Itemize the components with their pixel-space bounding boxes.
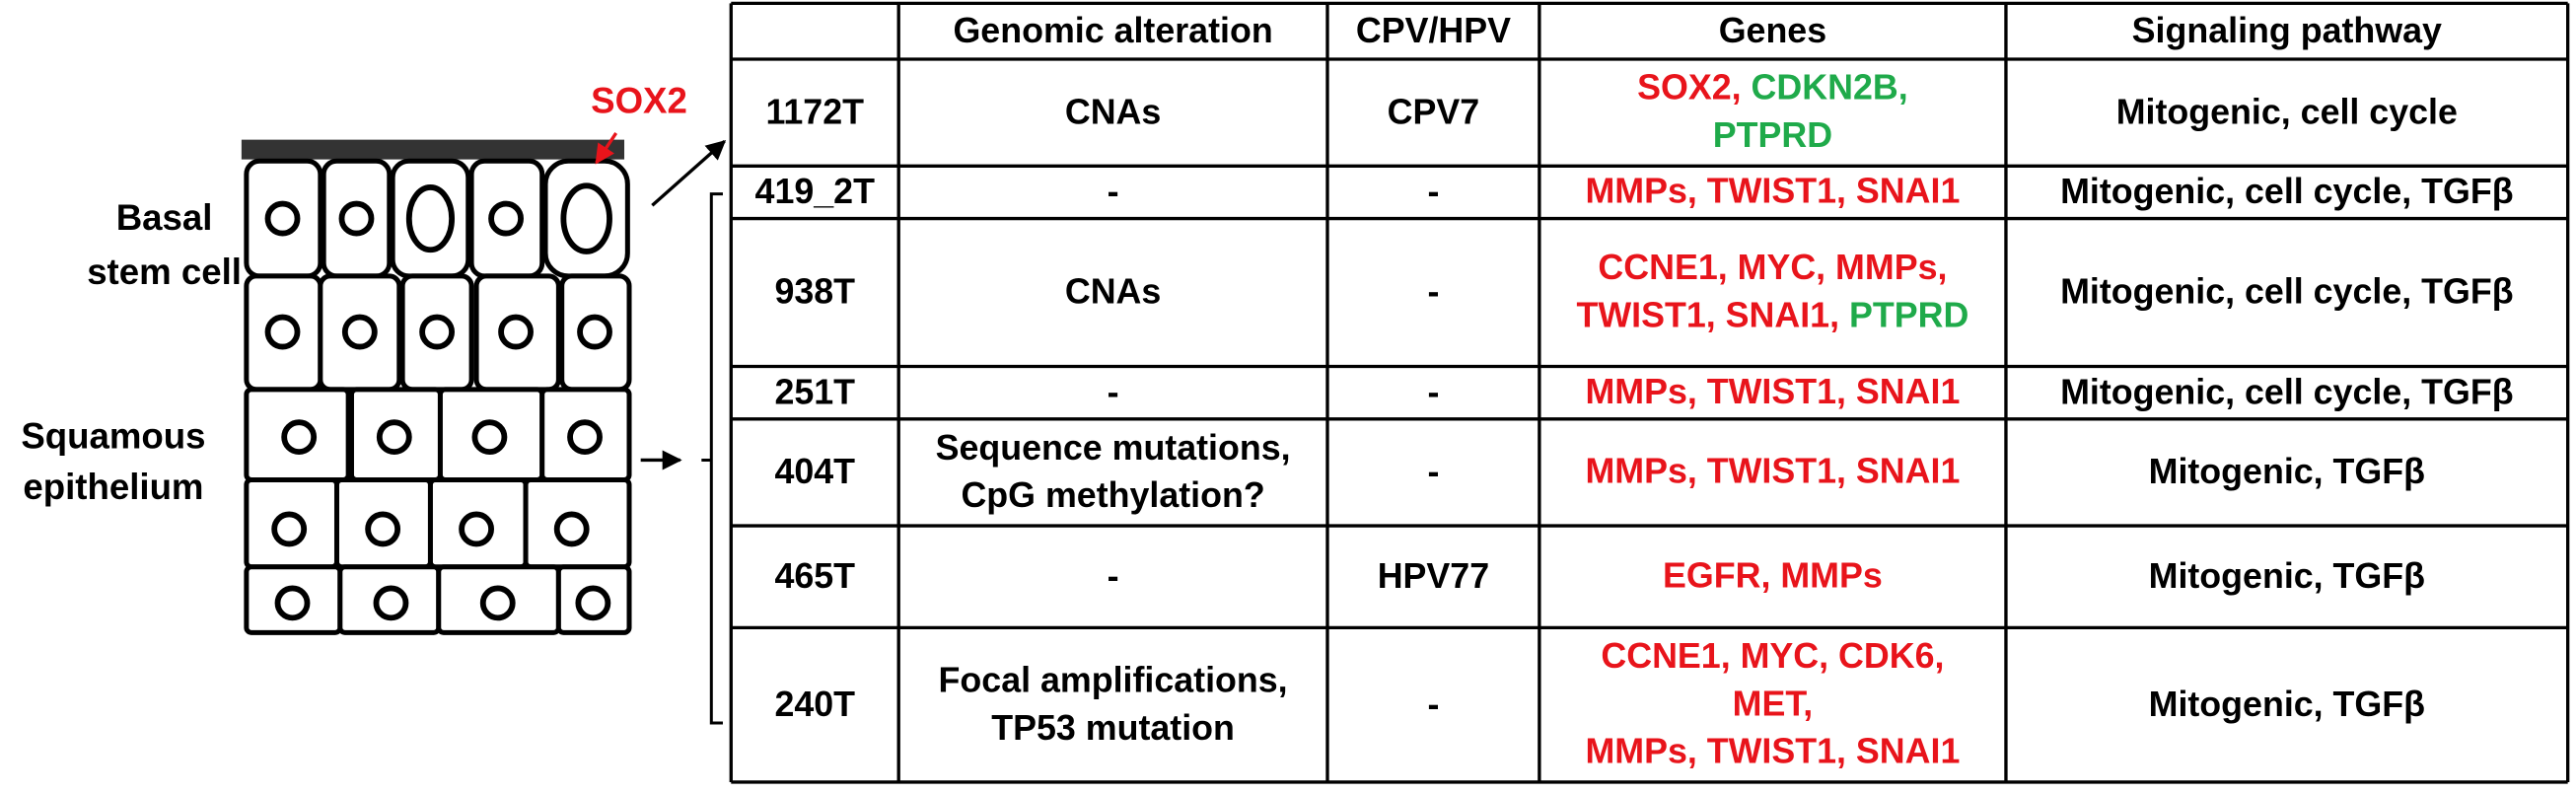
genes-line: EGFR, MMPs <box>1663 556 1883 596</box>
virus-cell: - <box>1427 685 1439 724</box>
nucleus <box>281 419 318 456</box>
epithelium-drawing <box>241 132 727 725</box>
alteration-line: Sequence mutations, <box>936 428 1291 468</box>
gene-name: SOX2, <box>1637 68 1741 108</box>
alteration-cell: CNAs <box>1065 272 1161 312</box>
tissue-label: Squamous <box>21 415 205 456</box>
genes-line: MMPs, TWIST1, SNAI1 <box>1585 452 1960 491</box>
sample-id-cell: 465T <box>774 556 855 596</box>
column-header: CPV/HPV <box>1356 11 1511 50</box>
genes-line: MMPs, TWIST1, SNAI1 <box>1585 172 1960 211</box>
cell-label: stem cell <box>87 252 242 292</box>
nucleus <box>498 314 534 350</box>
tissue-label: epithelium <box>23 467 203 507</box>
alteration-line: CpG methylation? <box>961 475 1264 515</box>
cell-row <box>244 273 632 393</box>
alteration-line: Focal amplifications, <box>939 661 1288 700</box>
pathway-cell: Mitogenic, cell cycle <box>2116 92 2458 131</box>
virus-cell: - <box>1427 272 1439 312</box>
basement-bar <box>241 139 625 160</box>
gene-name: TWIST1, SNAI1, <box>1577 296 1840 335</box>
sample-id-cell: 419_2T <box>755 172 876 211</box>
cell-row <box>244 158 630 279</box>
gene-name: CDKN2B, <box>1742 68 1908 108</box>
alteration-cell: - <box>1108 372 1119 411</box>
nucleus <box>271 511 308 547</box>
nucleus <box>365 511 401 547</box>
nucleus <box>373 585 409 621</box>
nucleus <box>459 511 494 547</box>
nucleus <box>567 419 603 456</box>
nucleus <box>405 184 456 253</box>
virus-cell: - <box>1427 452 1439 491</box>
gene-name: MET, <box>1733 685 1814 724</box>
nucleus <box>553 511 590 547</box>
nucleus <box>376 419 412 456</box>
virus-cell: - <box>1427 172 1439 211</box>
nucleus <box>419 314 456 350</box>
gene-name: MMPs, TWIST1, SNAI1 <box>1585 372 1960 411</box>
bracket <box>701 192 723 725</box>
gene-name: MMPs, TWIST1, SNAI1 <box>1585 732 1960 771</box>
sample-id-cell: 1172T <box>765 92 864 131</box>
nucleus <box>577 314 612 350</box>
nucleus <box>264 200 301 237</box>
cell-label: Basal <box>116 197 213 238</box>
genes-line: TWIST1, SNAI1, PTPRD <box>1577 296 1969 335</box>
alteration-line: TP53 mutation <box>991 708 1235 748</box>
sample-id-cell: 251T <box>774 372 855 411</box>
nucleus <box>471 419 508 456</box>
table: Genomic alteration CPV/HPV Genes Signaling … <box>729 1 2570 784</box>
gene-name: PTPRD <box>1713 115 1832 155</box>
gene-name: CCNE1, MYC, MMPs, <box>1598 249 1947 288</box>
genes-line: MMPs, TWIST1, SNAI1 <box>1585 372 1960 411</box>
genes-line: MMPs, TWIST1, SNAI1 <box>1585 732 1960 771</box>
pathway-cell: Mitogenic, cell cycle, TGFβ <box>2060 372 2514 411</box>
gene-name: EGFR, MMPs <box>1663 556 1883 596</box>
cell-row <box>244 564 632 635</box>
gene-name: MMPs, TWIST1, SNAI1 <box>1585 452 1960 491</box>
diagram-labels: SOX2 Basal stem cell Squamous epithelium <box>21 81 687 507</box>
nucleus <box>274 585 311 621</box>
column-header: Genomic alteration <box>953 11 1272 50</box>
sample-id-cell: 240T <box>774 685 855 724</box>
gene-name: CCNE1, MYC, CDK6, <box>1601 636 1944 676</box>
nucleus <box>575 585 611 621</box>
gene-name: MMPs, TWIST1, SNAI1 <box>1585 172 1960 211</box>
marker-arrow <box>595 132 618 165</box>
nucleus <box>264 314 301 350</box>
cell-row <box>244 387 632 482</box>
pathway-cell: Mitogenic, cell cycle, TGFβ <box>2060 272 2514 312</box>
sample-id-cell: 938T <box>774 272 855 312</box>
virus-cell: - <box>1427 372 1439 411</box>
column-header: Genes <box>1719 11 1826 50</box>
genes-line: MET, <box>1733 685 1814 724</box>
nucleus <box>479 585 516 621</box>
pathway-cell: Mitogenic, TGFβ <box>2149 452 2425 491</box>
alteration-cell: - <box>1108 172 1119 211</box>
nucleus <box>488 200 524 237</box>
genes-line: CCNE1, MYC, MMPs, <box>1598 249 1947 288</box>
nucleus <box>341 314 378 350</box>
genes-line: SOX2, CDKN2B, <box>1637 68 1908 108</box>
alteration-cell: - <box>1108 556 1119 596</box>
nucleus <box>560 182 612 254</box>
cell-row <box>244 476 632 570</box>
genes-line: PTPRD <box>1713 115 1832 155</box>
marker-label: SOX2 <box>591 81 687 121</box>
pathway-cell: Mitogenic, TGFβ <box>2149 685 2425 724</box>
column-header: Signaling pathway <box>2132 11 2442 50</box>
virus-cell: HPV77 <box>1378 556 1489 596</box>
pathway-cell: Mitogenic, cell cycle, TGFβ <box>2060 172 2514 211</box>
gene-name: PTPRD <box>1839 296 1968 335</box>
alteration-cell: CNAs <box>1065 92 1161 131</box>
sample-id-cell: 404T <box>774 452 855 491</box>
pointer-arrow <box>651 139 727 207</box>
pathway-cell: Mitogenic, TGFβ <box>2149 556 2425 596</box>
nucleus <box>338 200 375 237</box>
genes-line: CCNE1, MYC, CDK6, <box>1601 636 1944 676</box>
virus-cell: CPV7 <box>1388 92 1480 131</box>
